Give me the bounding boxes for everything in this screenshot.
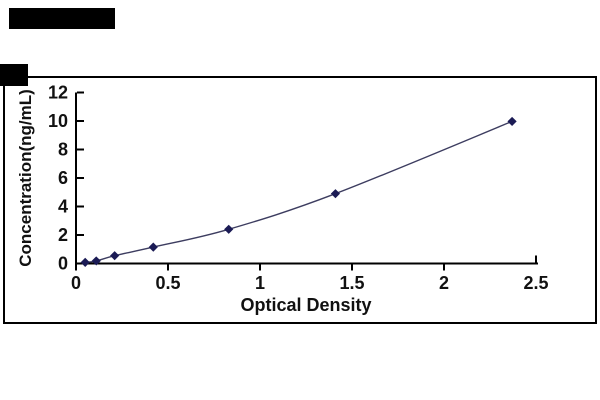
data-point-marker <box>507 116 517 127</box>
y-tick-label: 4 <box>58 197 68 217</box>
data-point-marker <box>91 256 101 266</box>
y-tick-label: 0 <box>58 254 68 274</box>
x-tick-label: 0 <box>71 273 81 293</box>
y-tick-label: 10 <box>48 111 68 131</box>
y-axis-title: Concentration(ng/mL) <box>16 89 35 267</box>
y-tick-label: 12 <box>48 83 68 103</box>
x-tick-label: 1 <box>255 273 265 293</box>
plot-border <box>3 76 597 324</box>
y-tick-label: 6 <box>58 168 68 188</box>
x-tick-label: 1.5 <box>339 273 364 293</box>
data-point-marker <box>148 242 158 252</box>
y-tick-label: 8 <box>58 140 68 160</box>
x-tick-label: 2.5 <box>523 273 548 293</box>
redaction-box-top-left <box>9 8 115 29</box>
redaction-box-left-edge <box>0 64 28 86</box>
x-tick-label: 0.5 <box>155 273 180 293</box>
data-point-marker <box>330 189 341 199</box>
axes: 0 2 4 6 8 10 12 0 0.5 1 1.5 2 2.5 <box>48 83 549 294</box>
x-axis-title: Optical Density <box>240 295 371 315</box>
curve-series <box>80 116 517 267</box>
trend-line <box>85 120 513 264</box>
y-tick-label: 2 <box>58 225 68 245</box>
data-point-marker <box>80 257 90 267</box>
data-point-marker <box>224 224 234 234</box>
data-point-marker <box>110 251 120 261</box>
x-tick-label: 2 <box>439 273 449 293</box>
